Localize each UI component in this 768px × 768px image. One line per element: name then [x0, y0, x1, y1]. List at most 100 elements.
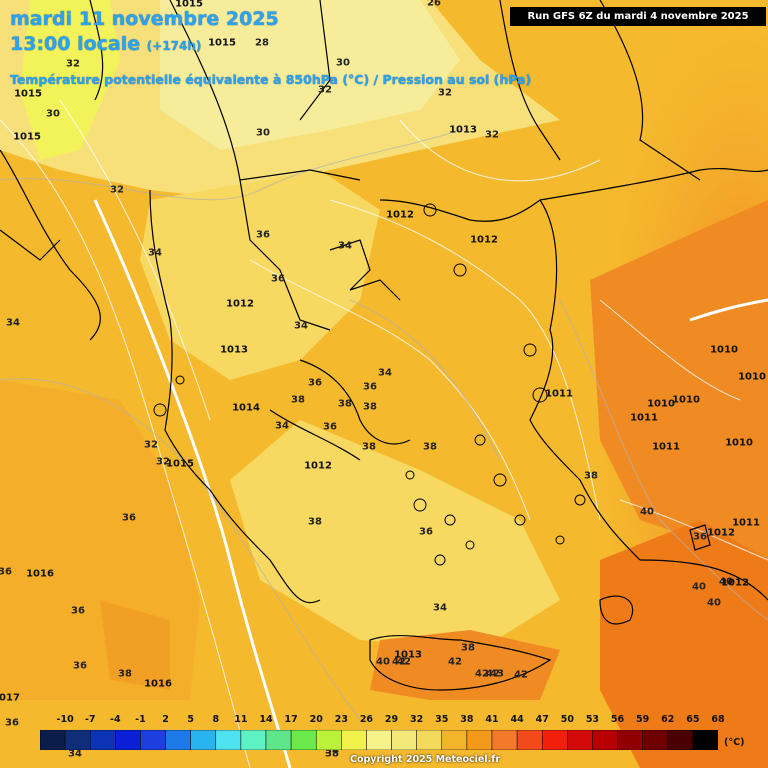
- theta-label: 42: [397, 656, 411, 668]
- legend-value: 38: [460, 714, 474, 725]
- theta-label: 32: [438, 87, 452, 99]
- legend-swatch: [89, 730, 116, 750]
- theta-label: 38: [308, 516, 322, 528]
- legend-value: 17: [284, 714, 298, 725]
- isobars: [0, 99, 768, 768]
- legend-value: 2: [162, 714, 169, 725]
- pressure-label: 1016: [26, 568, 54, 580]
- legend-swatch: [541, 730, 568, 750]
- theta-label: 40: [719, 576, 733, 588]
- cold-zone-nw: [20, 0, 120, 160]
- legend-swatch: [341, 730, 367, 750]
- pressure-label: 1017: [0, 692, 20, 704]
- theta-label: 32: [144, 439, 158, 451]
- legend-unit: (°C): [724, 737, 745, 748]
- isobar-bold-east: [689, 298, 768, 322]
- legend-value: -1: [135, 714, 146, 725]
- theta-label: 42: [475, 668, 489, 680]
- theta-label: 38: [363, 401, 377, 413]
- theta-label: 36: [0, 566, 12, 578]
- theta-label: 32: [485, 129, 499, 141]
- pressure-label: 1012: [470, 234, 498, 246]
- theta-label: 36: [256, 229, 270, 241]
- theta-label: 42: [486, 668, 500, 680]
- theta-label: 36: [693, 531, 707, 543]
- theta-label: 34: [294, 320, 308, 332]
- legend-swatch: [491, 730, 518, 750]
- legend-swatch: [290, 730, 317, 750]
- legend-swatch: [265, 730, 292, 750]
- copyright: Copyright 2025 Meteociel.fr: [350, 754, 501, 765]
- legend-swatch: [315, 730, 342, 750]
- legend-value: 59: [636, 714, 650, 725]
- legend-value: -10: [56, 714, 74, 725]
- forecast-date: mardi 11 novembre 2025: [10, 8, 279, 30]
- mild-zone-north: [160, 0, 460, 150]
- mid-zone-balkans: [140, 170, 380, 380]
- legend-swatch: [140, 730, 166, 750]
- theta-label: 34: [148, 247, 162, 259]
- theta-label: 32: [156, 456, 170, 468]
- legend-swatch: [115, 730, 141, 750]
- legend-value: 8: [212, 714, 220, 725]
- theta-label: 30: [256, 127, 270, 139]
- theta-label: 30: [336, 57, 350, 69]
- forecast-lead: (+174h): [146, 39, 202, 53]
- pressure-label: 1012: [707, 527, 735, 539]
- forecast-time: 13:00 locale (+174h): [10, 33, 201, 55]
- pressure-label: 1011: [545, 388, 573, 400]
- legend-swatch: [416, 730, 443, 750]
- hot-zone-rhodes: [600, 520, 768, 768]
- legend-swatch: [366, 730, 392, 750]
- pressure-label: 1012: [386, 209, 414, 221]
- legend-value: 50: [560, 714, 574, 725]
- forecast-time-label: 13:00 locale: [10, 33, 141, 55]
- pressure-label: 1015: [13, 131, 41, 143]
- theta-label: 36: [323, 421, 337, 433]
- legend-value: 23: [334, 714, 348, 725]
- legend-value: -7: [84, 714, 96, 725]
- legend-value: -4: [110, 714, 121, 725]
- pressure-label: 1010: [672, 394, 700, 406]
- hot-spot-west: [100, 600, 170, 690]
- legend-swatch: [642, 730, 669, 750]
- theta-label: 32: [110, 184, 124, 196]
- pressure-label: 1010: [738, 371, 766, 383]
- theta-label: 38: [461, 642, 475, 654]
- legend-value: 53: [585, 714, 600, 725]
- theta-label: 32: [318, 84, 332, 96]
- theta-label: 40: [707, 597, 721, 609]
- theta-label: 40: [640, 506, 654, 518]
- theta-label: 36: [73, 660, 87, 672]
- theta-label: 38: [338, 398, 352, 410]
- theta-label: 36: [419, 526, 433, 538]
- theta-label: 40: [692, 581, 706, 593]
- theta-label: 40: [376, 656, 390, 668]
- legend-value: 32: [410, 714, 424, 725]
- theta-label: 32: [66, 58, 80, 70]
- legend-swatch: [441, 730, 468, 750]
- pressure-label: 1015: [175, 0, 203, 10]
- pressure-label: 1011: [652, 441, 680, 453]
- pressure-label: 1010: [710, 344, 738, 356]
- theta-label: 34: [325, 745, 339, 757]
- run-badge: Run GFS 6Z du mardi 4 novembre 2025: [510, 7, 766, 26]
- pressure-label: 1011: [732, 517, 760, 529]
- legend-value: 35: [435, 714, 449, 725]
- theta-label: 38: [118, 668, 132, 680]
- pressure-label: 1010: [725, 437, 753, 449]
- theta-label: 36: [363, 381, 377, 393]
- coastlines: [0, 0, 768, 691]
- legend-swatch: [667, 730, 694, 750]
- theta-label: 38: [291, 394, 305, 406]
- color-legend: [40, 730, 718, 750]
- theta-label: 36: [308, 377, 322, 389]
- theta-label: 34: [378, 367, 392, 379]
- legend-swatch: [391, 730, 417, 750]
- legend-value: 47: [535, 714, 549, 725]
- pressure-label: 1012: [721, 577, 749, 589]
- legend-swatch: [215, 730, 242, 750]
- theta-label: 38: [423, 441, 437, 453]
- mid-zone-aegean: [230, 420, 560, 650]
